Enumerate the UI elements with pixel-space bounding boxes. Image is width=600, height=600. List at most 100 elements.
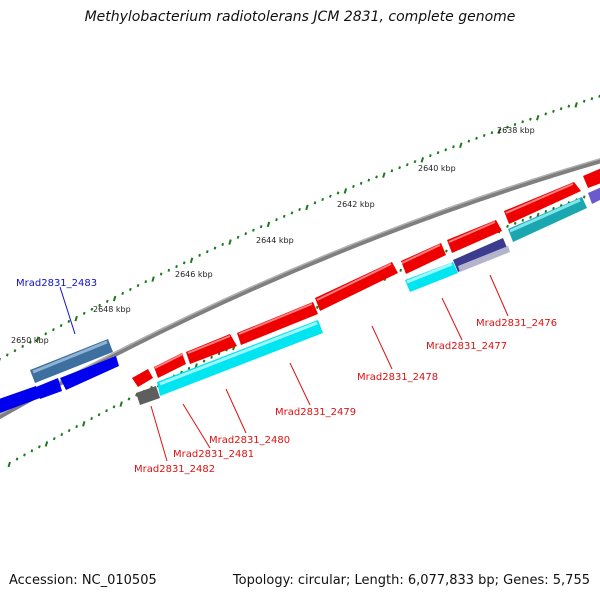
- minor-tick: [187, 366, 191, 371]
- minor-tick: [567, 104, 571, 108]
- minor-tick: [582, 99, 586, 103]
- minor-tick: [413, 160, 417, 164]
- gene-arrow-gray[interactable]: [136, 386, 160, 405]
- major-tick: [74, 315, 78, 322]
- gene-arrow-red[interactable]: [186, 334, 237, 364]
- gene-arrow-blue[interactable]: [36, 378, 62, 399]
- scale-label: 2646 kbp: [175, 270, 213, 279]
- gene-arrow-red[interactable]: [504, 182, 581, 224]
- minor-tick: [98, 303, 101, 307]
- minor-tick: [521, 218, 525, 222]
- minor-tick: [198, 253, 201, 257]
- minor-tick: [75, 425, 79, 429]
- gene-arrow-purple[interactable]: [588, 186, 600, 204]
- minor-tick: [544, 209, 548, 213]
- gene-arrow-red[interactable]: [447, 220, 502, 253]
- minor-tick: [506, 224, 509, 228]
- minor-tick: [213, 246, 217, 250]
- gene-arrow-red[interactable]: [154, 353, 186, 378]
- major-tick: [420, 157, 425, 163]
- gene-arrow-lavender[interactable]: [458, 246, 510, 272]
- outer-tick-ring: [0, 94, 600, 362]
- major-tick: [119, 401, 123, 407]
- minor-tick: [60, 433, 64, 437]
- left-gene-track: [0, 339, 119, 413]
- minor-tick: [452, 145, 455, 149]
- page-title: Methylobacterium radiotolerans JCM 2831,…: [84, 9, 516, 25]
- gene-label[interactable]: Mrad2831_2483: [16, 278, 97, 289]
- minor-tick: [445, 249, 448, 253]
- major-tick: [189, 257, 194, 264]
- gene-label[interactable]: Mrad2831_2481: [173, 449, 254, 460]
- minor-tick: [182, 261, 186, 265]
- label-leaders: [59, 274, 509, 462]
- minor-tick: [129, 287, 132, 292]
- minor-tick: [529, 117, 532, 121]
- major-tick: [459, 142, 463, 149]
- gene-arrow-red[interactable]: [237, 302, 318, 345]
- minor-tick: [210, 355, 213, 359]
- gene-arrow-red[interactable]: [132, 369, 153, 387]
- minor-tick: [521, 120, 525, 124]
- minor-tick: [127, 397, 131, 401]
- gene-label[interactable]: Mrad2831_2480: [209, 435, 290, 446]
- gene-labels: Mrad2831_2483 Mrad2831_2476 Mrad2831_247…: [16, 278, 557, 475]
- major-tick: [305, 204, 309, 211]
- genome-summary-text: Topology: circular; Length: 6,077,833 bp…: [232, 573, 590, 588]
- minor-tick: [559, 107, 563, 111]
- minor-tick: [59, 324, 63, 328]
- minor-tick: [23, 453, 26, 457]
- minor-tick: [315, 305, 319, 309]
- minor-tick: [390, 169, 394, 173]
- major-tick: [382, 172, 386, 178]
- minor-tick: [90, 307, 94, 311]
- minor-tick: [13, 349, 17, 353]
- minor-tick: [399, 268, 403, 272]
- gene-arrow-teal[interactable]: [508, 197, 587, 242]
- minor-tick: [105, 299, 109, 303]
- gene-arrow-blue[interactable]: [60, 356, 119, 390]
- minor-tick: [505, 125, 509, 129]
- minor-tick: [290, 211, 294, 215]
- major-tick: [343, 188, 348, 194]
- major-tick: [497, 128, 501, 134]
- gene-arrow-red[interactable]: [315, 262, 398, 311]
- gene-arrow-blue[interactable]: [0, 386, 40, 413]
- gene-label[interactable]: Mrad2831_2482: [134, 464, 215, 475]
- scale-label: 2642 kbp: [337, 200, 375, 209]
- minor-tick: [217, 352, 221, 356]
- minor-tick: [52, 328, 55, 332]
- minor-tick: [5, 353, 9, 357]
- minor-tick: [482, 133, 486, 138]
- major-tick: [574, 102, 578, 108]
- minor-tick: [121, 291, 125, 295]
- major-tick: [82, 421, 86, 427]
- minor-tick: [159, 272, 163, 276]
- major-tick: [228, 239, 232, 245]
- forward-gene-track: [132, 167, 600, 387]
- minor-tick: [221, 242, 225, 246]
- scale-label: 2650 kbp: [11, 336, 49, 345]
- minor-tick: [21, 344, 25, 348]
- scale-label: 2648 kbp: [93, 305, 131, 314]
- gene-arrow-cyan[interactable]: [405, 262, 458, 292]
- gene-label[interactable]: Mrad2831_2477: [426, 341, 507, 352]
- reverse-gene-track: [136, 186, 600, 405]
- gene-arrow-cyan[interactable]: [157, 320, 323, 396]
- minor-tick: [105, 409, 108, 413]
- minor-tick: [313, 201, 317, 205]
- gene-arrow-red[interactable]: [401, 243, 446, 274]
- minor-tick: [429, 154, 432, 158]
- gene-arrow-steel[interactable]: [30, 339, 113, 383]
- major-tick: [7, 461, 11, 468]
- minor-tick: [52, 437, 56, 441]
- minor-tick: [513, 122, 517, 127]
- minor-tick: [259, 225, 263, 229]
- major-tick: [36, 336, 40, 343]
- gene-label[interactable]: Mrad2831_2479: [275, 407, 356, 418]
- gene-label[interactable]: Mrad2831_2476: [476, 318, 557, 329]
- gene-label[interactable]: Mrad2831_2478: [357, 372, 438, 383]
- major-tick: [536, 114, 540, 121]
- minor-tick: [552, 109, 555, 113]
- gene-arrow-red[interactable]: [583, 167, 600, 188]
